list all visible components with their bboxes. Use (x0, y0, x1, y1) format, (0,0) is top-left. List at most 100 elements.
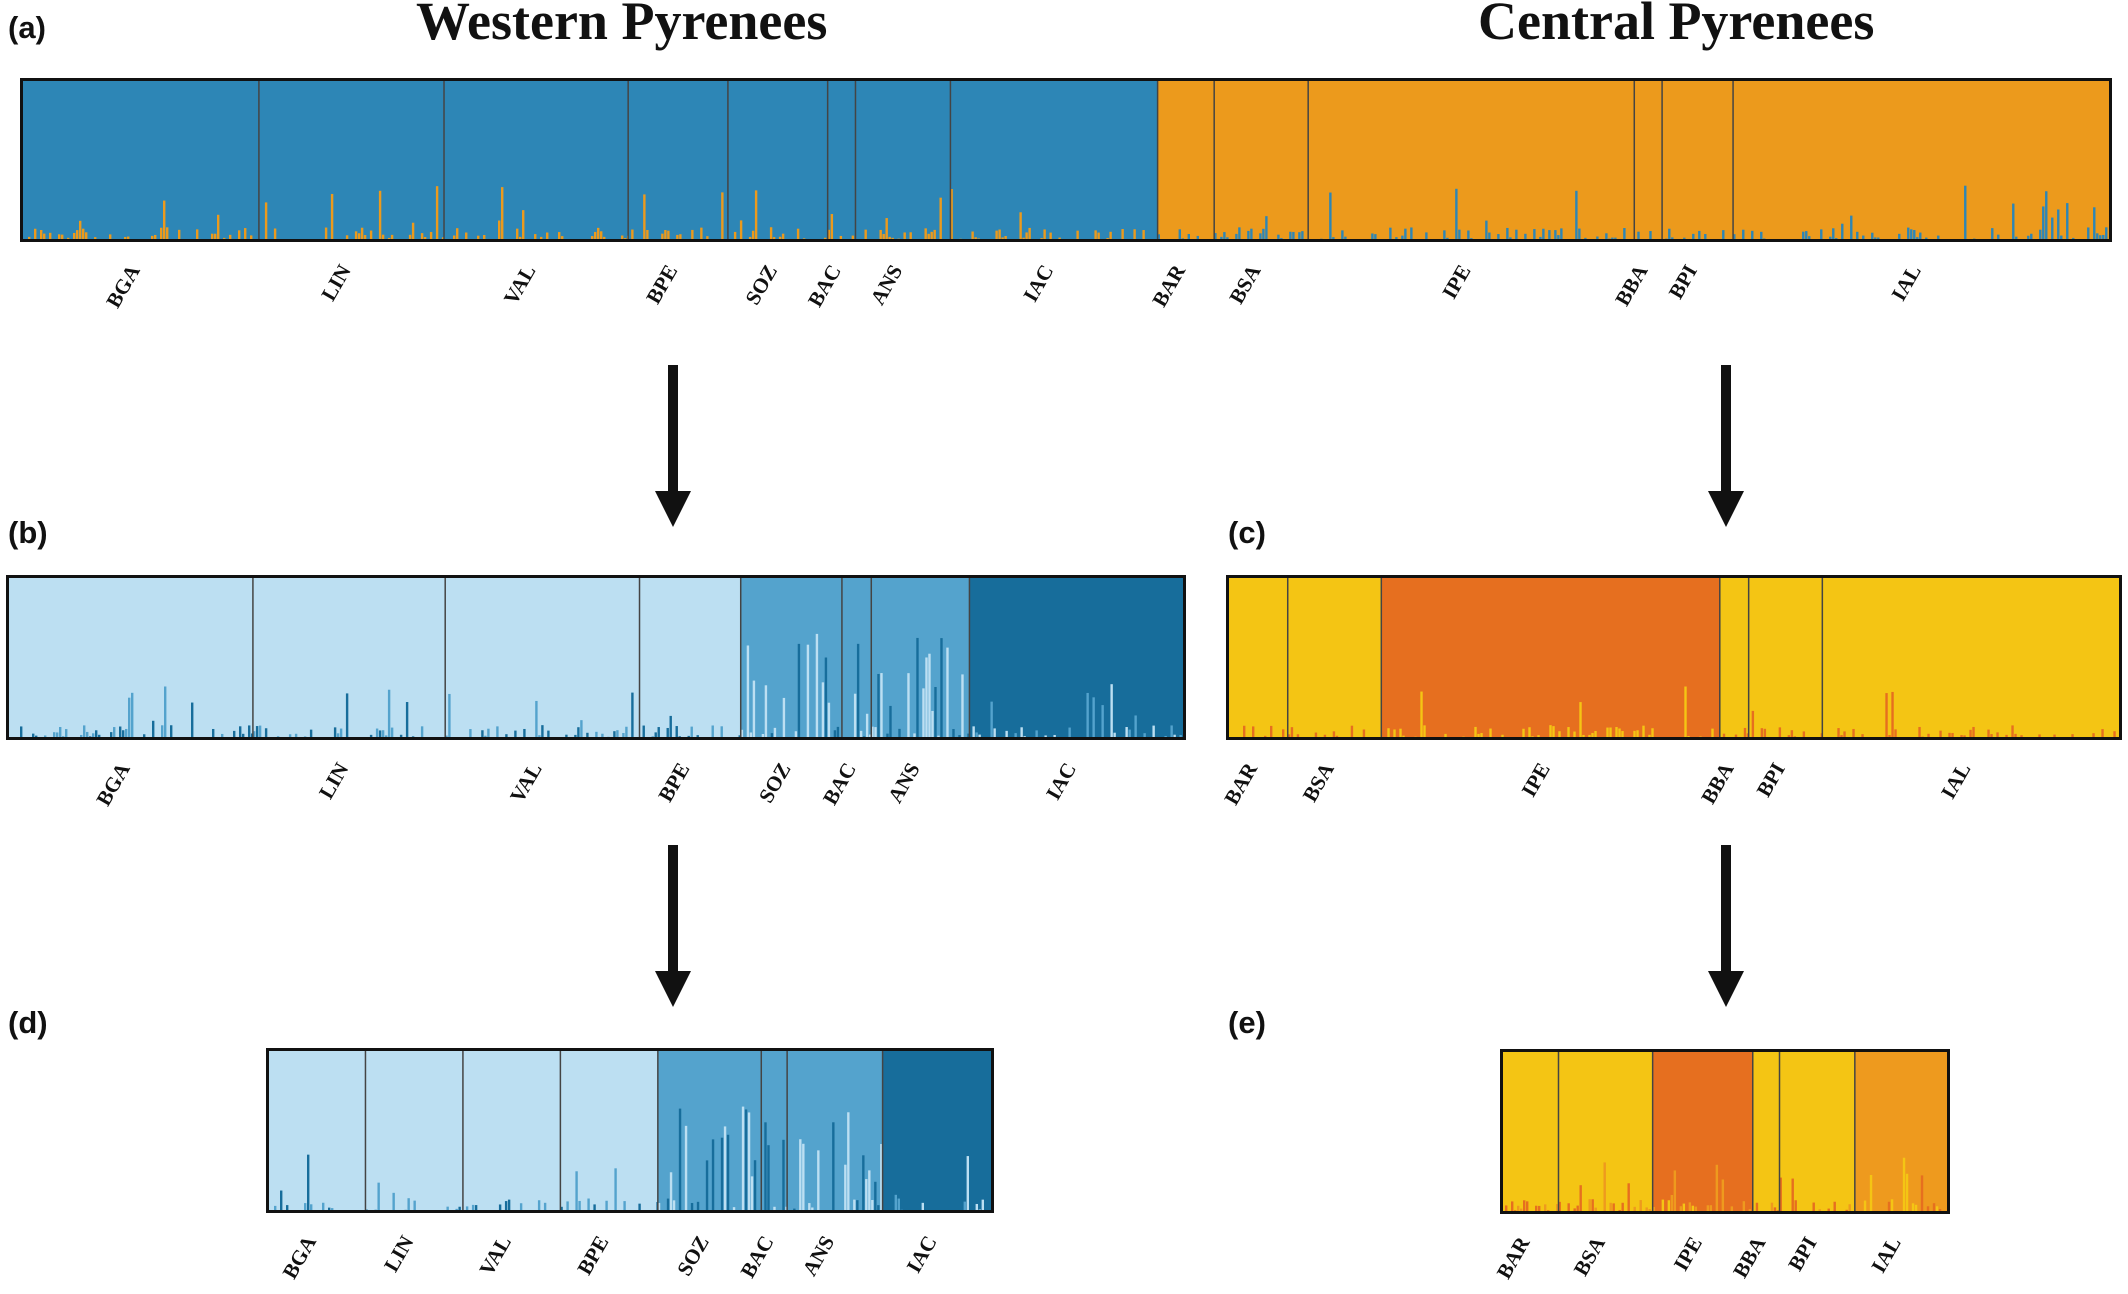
population-block-ial (1733, 80, 2111, 240)
population-block-soz (658, 1050, 762, 1211)
population-label: VAL (474, 1232, 516, 1280)
population-block-bsa (1288, 577, 1382, 738)
population-block-iac (969, 577, 1184, 738)
population-label: LIN (314, 759, 353, 803)
population-block-val (445, 577, 640, 738)
arrow-down-icon (655, 845, 691, 1007)
population-block-iac (950, 80, 1158, 240)
population-label: BGA (278, 1231, 322, 1283)
central-pyrenees-heading: Central Pyrenees (1478, 0, 1874, 52)
population-label: IAL (1886, 261, 1925, 305)
structure-plot-svg: BGA LIN VAL BPE SOZ BAC ANS IAC (6, 575, 1186, 820)
population-label: BSA (1298, 758, 1340, 806)
population-label: SOZ (672, 1232, 714, 1280)
population-block-bpi (1749, 577, 1823, 738)
population-block-soz (741, 577, 843, 738)
population-block-ans (871, 577, 970, 738)
population-label: BGA (101, 260, 145, 312)
population-block-bar (1502, 1051, 1559, 1212)
population-label: BBA (1728, 1232, 1771, 1282)
population-label: BAR (1147, 260, 1190, 311)
population-block-bpe (560, 1050, 658, 1211)
population-block-ial (1855, 1051, 1949, 1212)
population-block-ipe (1381, 577, 1720, 738)
population-block-ans (855, 80, 951, 240)
population-block-bac (842, 577, 872, 738)
population-block-ipe (1308, 80, 1635, 240)
population-label: BPI (1752, 759, 1790, 801)
population-label: VAL (499, 261, 541, 309)
population-label: BAC (803, 261, 846, 311)
structure-plot-svg: BGA LIN VAL BPE SOZ BAC ANS IAC (266, 1048, 994, 1293)
structure-panel-b: BGA LIN VAL BPE SOZ BAC ANS IAC (6, 575, 1186, 820)
population-block-bsa (1214, 80, 1309, 240)
population-block-bac (761, 1050, 787, 1211)
population-label: LIN (316, 261, 355, 305)
population-label: BPE (641, 261, 682, 308)
population-label: IPE (1669, 1233, 1707, 1275)
population-block-val (463, 1050, 561, 1211)
population-label: VAL (505, 759, 547, 807)
panel-a-letter: (a) (8, 10, 46, 46)
structure-panel-d: BGA LIN VAL BPE SOZ BAC ANS IAC (266, 1048, 994, 1293)
population-block-bga (268, 1050, 366, 1211)
population-label: ANS (865, 261, 907, 309)
population-label: IAL (1866, 1233, 1905, 1277)
population-label: BSA (1569, 1232, 1611, 1280)
population-label: BAR (1219, 758, 1262, 809)
western-pyrenees-heading: Western Pyrenees (416, 0, 827, 52)
panel-b-letter: (b) (8, 515, 48, 551)
population-label: ANS (883, 759, 925, 807)
population-block-bpe (640, 577, 742, 738)
population-label: SOZ (754, 759, 796, 807)
population-block-bba (1720, 577, 1749, 738)
population-block-bga (8, 577, 254, 738)
population-label: SOZ (740, 261, 782, 309)
population-block-ial (1822, 577, 2120, 738)
population-label: BSA (1224, 260, 1266, 308)
population-label: BGA (91, 758, 135, 810)
population-label: ANS (797, 1232, 839, 1280)
population-block-bac (828, 80, 856, 240)
population-block-bsa (1558, 1051, 1653, 1212)
population-block-bpi (1780, 1051, 1856, 1212)
population-block-lin (365, 1050, 463, 1211)
population-label: BAR (1492, 1232, 1535, 1283)
population-label: BAC (818, 759, 861, 809)
population-label: IAC (1041, 759, 1081, 804)
population-label: LIN (379, 1232, 418, 1276)
population-label: BPE (572, 1232, 613, 1279)
population-block-lin (259, 80, 445, 240)
population-label: BPI (1783, 1233, 1821, 1275)
population-block-lin (253, 577, 446, 738)
population-block-val (444, 80, 629, 240)
population-label: IAC (1018, 261, 1058, 306)
panel-d-letter: (d) (8, 1005, 48, 1041)
population-label: IPE (1517, 759, 1555, 801)
arrow-down-icon (1708, 365, 1744, 527)
population-block-bar (1228, 577, 1288, 738)
population-label: IAC (902, 1232, 942, 1277)
panel-c-letter: (c) (1228, 515, 1266, 551)
population-label: BAC (736, 1232, 779, 1282)
population-block-bar (1158, 80, 1215, 240)
population-block-bpe (628, 80, 728, 240)
population-block-ipe (1653, 1051, 1754, 1212)
population-label: BBA (1610, 260, 1653, 310)
arrow-down-icon (655, 365, 691, 527)
arrow-down-icon (1708, 845, 1744, 1007)
population-label: BPE (653, 759, 694, 806)
population-block-bba (1753, 1051, 1780, 1212)
population-label: IPE (1437, 261, 1475, 303)
population-block-iac (883, 1050, 993, 1211)
population-label: IAL (1936, 759, 1975, 803)
population-block-ans (787, 1050, 883, 1211)
population-label: BBA (1696, 758, 1739, 808)
panel-e-letter: (e) (1228, 1005, 1266, 1041)
population-block-soz (728, 80, 828, 240)
